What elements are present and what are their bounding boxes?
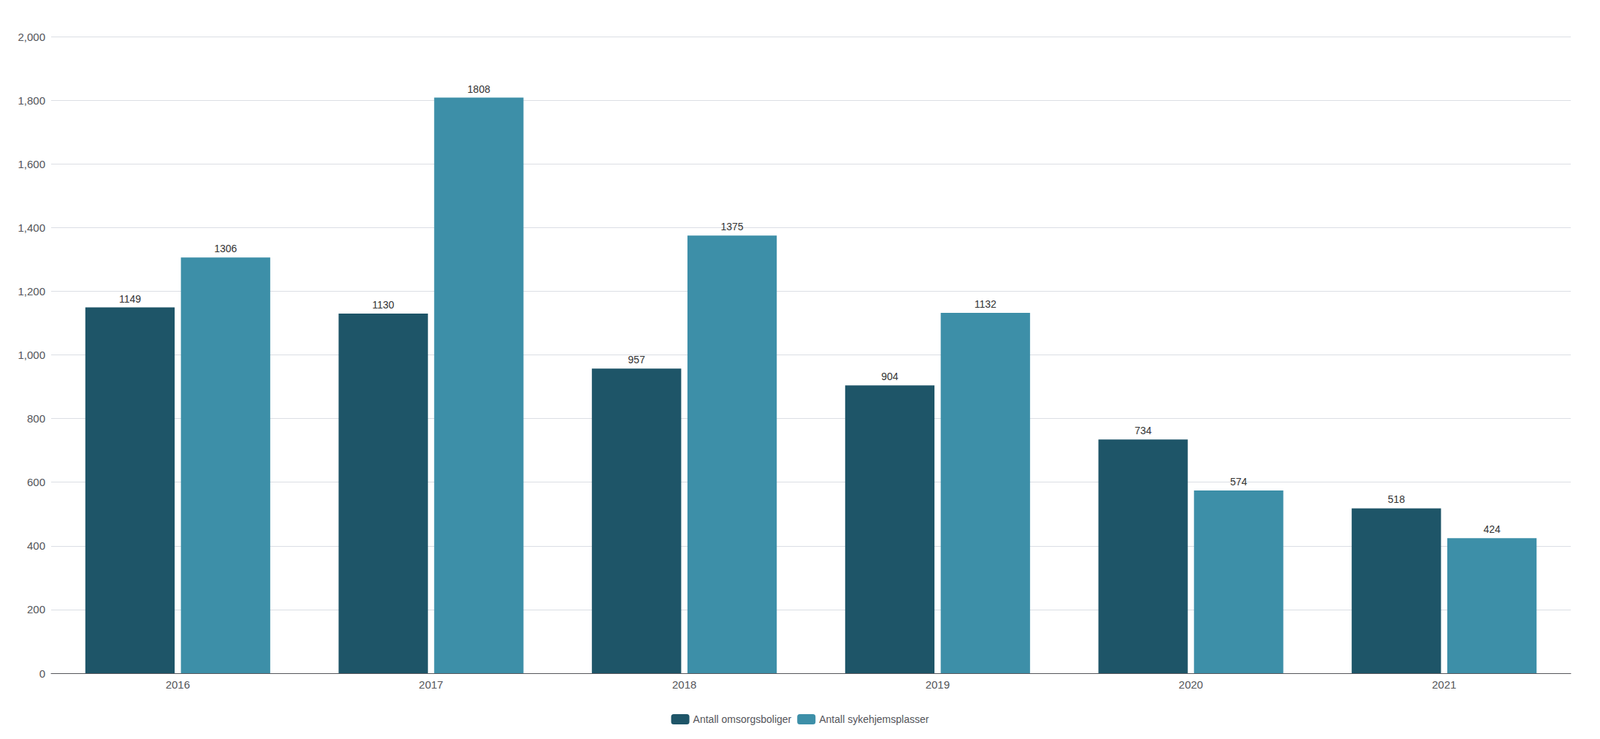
svg-text:0: 0 [39,667,46,680]
svg-text:1,400: 1,400 [17,221,46,234]
svg-text:1132: 1132 [974,298,997,310]
svg-text:2016: 2016 [165,677,190,691]
svg-text:1,000: 1,000 [17,348,46,361]
svg-text:1130: 1130 [372,298,395,311]
svg-text:518: 518 [1388,493,1406,505]
svg-text:424: 424 [1483,523,1501,535]
svg-text:Antall sykehjemsplasser: Antall sykehjemsplasser [818,713,930,725]
svg-text:904: 904 [881,370,899,383]
svg-text:2019: 2019 [925,677,950,691]
svg-text:2021: 2021 [1431,677,1457,691]
svg-text:1808: 1808 [467,83,491,95]
svg-text:600: 600 [27,475,46,489]
svg-text:1375: 1375 [720,220,744,233]
svg-text:1306: 1306 [214,242,237,255]
svg-text:400: 400 [27,539,46,552]
svg-text:574: 574 [1230,475,1248,488]
svg-text:1149: 1149 [119,292,142,305]
svg-text:2,000: 2,000 [17,30,46,44]
svg-text:2020: 2020 [1178,677,1203,691]
svg-text:734: 734 [1134,424,1153,437]
svg-text:1,600: 1,600 [17,157,46,171]
svg-text:Antall omsorgsboliger: Antall omsorgsboliger [693,713,792,725]
svg-text:2017: 2017 [418,677,443,691]
svg-text:957: 957 [628,353,646,366]
svg-text:1,800: 1,800 [17,94,46,107]
svg-text:1,200: 1,200 [17,284,46,298]
svg-text:2018: 2018 [672,677,697,691]
svg-text:800: 800 [27,412,46,425]
svg-text:200: 200 [27,602,46,616]
